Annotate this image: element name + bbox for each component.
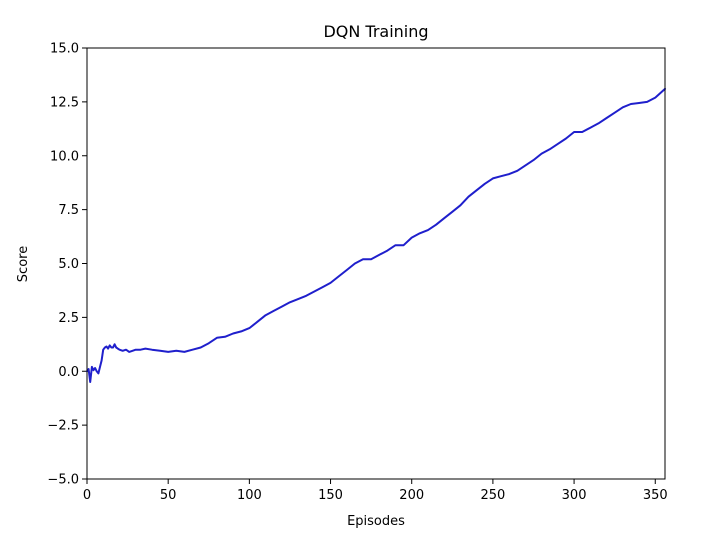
x-tick-label: 300 xyxy=(562,488,587,503)
x-axis: 0 50 100 150 200 250 300 350 xyxy=(83,479,668,503)
y-tick-label: 0.0 xyxy=(58,365,79,380)
plot-area xyxy=(86,87,666,383)
y-tick-label: 5.0 xyxy=(58,257,79,272)
y-tick-label: 7.5 xyxy=(58,203,79,218)
y-tick-label: 2.5 xyxy=(58,311,79,326)
x-tick-label: 100 xyxy=(237,488,262,503)
y-tick-label: 12.5 xyxy=(50,95,79,110)
x-tick-label: 350 xyxy=(643,488,668,503)
x-tick-label: 250 xyxy=(480,488,505,503)
y-axis: −5.0 −2.5 0.0 2.5 5.0 7.5 10.0 12.5 15.0 xyxy=(47,42,87,488)
y-tick-label: −2.5 xyxy=(47,419,79,434)
y-tick-label: 15.0 xyxy=(50,42,79,57)
plot-frame xyxy=(86,47,666,480)
x-axis-label: Episodes xyxy=(347,514,405,529)
x-tick-label: 150 xyxy=(318,488,343,503)
y-axis-label: Score xyxy=(16,246,31,282)
y-tick-label: −5.0 xyxy=(47,473,79,488)
x-tick-label: 0 xyxy=(83,488,91,503)
score-series-line xyxy=(86,87,666,383)
y-tick-label: 10.0 xyxy=(50,149,79,164)
chart-title: DQN Training xyxy=(323,22,428,41)
x-tick-label: 50 xyxy=(160,488,177,503)
x-tick-label: 200 xyxy=(399,488,424,503)
